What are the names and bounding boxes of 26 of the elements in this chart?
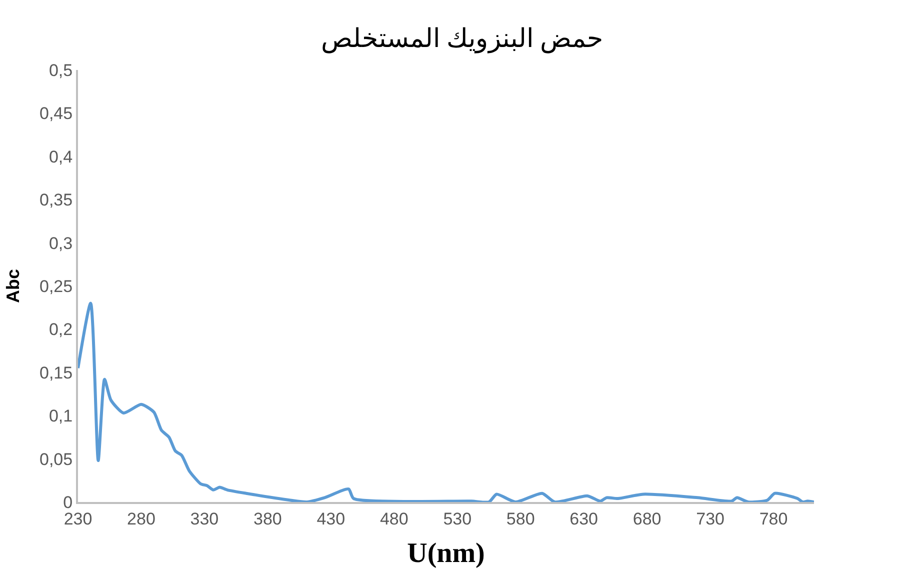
x-tick-label: 280	[127, 509, 156, 528]
x-tick-label: 780	[759, 509, 788, 528]
x-tick-label: 580	[506, 509, 535, 528]
x-tick-label: 630	[570, 509, 598, 528]
y-axis-title: Abc	[3, 268, 24, 304]
y-tick-label: 0,2	[48, 320, 73, 340]
y-tick-label: 0,4	[48, 147, 73, 166]
chart-title: حمض البنزويك المستخلص	[321, 24, 603, 54]
x-tick-label: 530	[443, 509, 472, 528]
y-tick-label: 0,1	[48, 406, 73, 426]
x-tick-label: 730	[696, 509, 724, 528]
x-tick-label: 480	[380, 509, 408, 528]
x-axis-title: U(nm)	[407, 538, 485, 569]
y-tick-label: 0,05	[40, 450, 73, 469]
y-tick-label: 0,5	[48, 60, 73, 80]
x-tick-label: 380	[254, 509, 282, 528]
y-tick-label: 0,45	[40, 104, 73, 124]
x-tick-label: 230	[64, 509, 92, 528]
x-tick-label: 680	[632, 509, 662, 528]
x-tick-label: 330	[190, 509, 219, 528]
y-tick-label: 0,35	[40, 190, 73, 210]
y-tick-label: 0,25	[40, 276, 73, 296]
y-tick-label: 0	[63, 492, 73, 512]
y-tick-label: 0,15	[40, 363, 73, 382]
y-tick-label: 0,3	[48, 234, 73, 253]
x-tick-label: 430	[316, 509, 346, 528]
